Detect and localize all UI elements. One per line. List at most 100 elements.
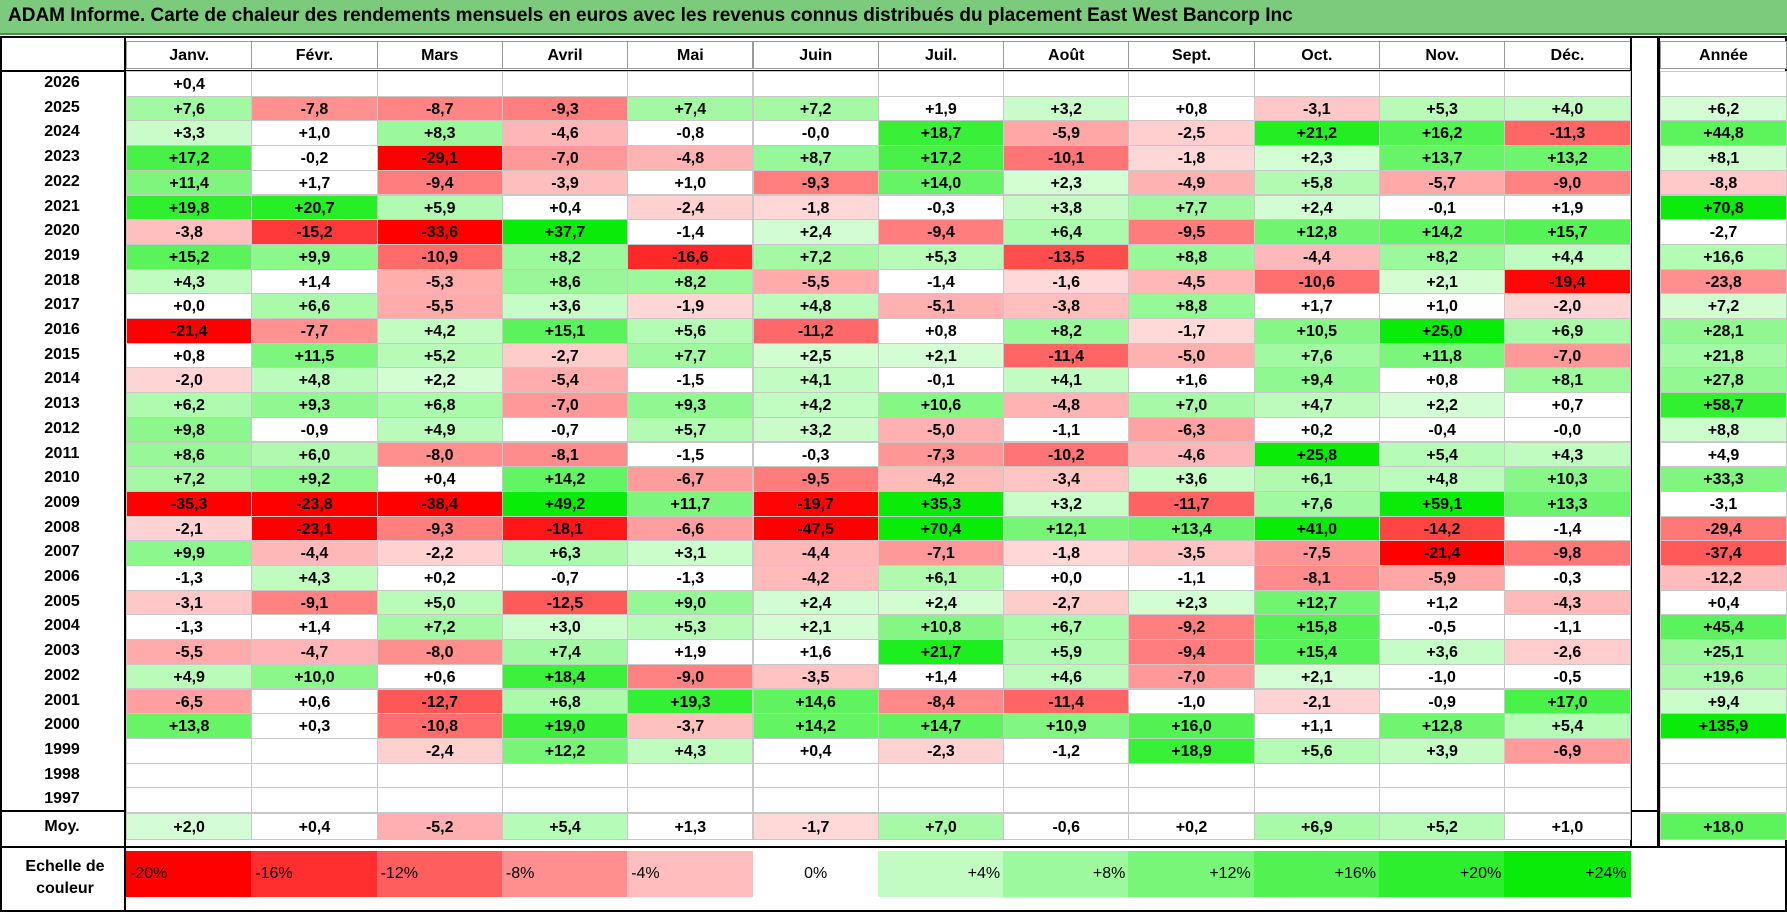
heatmap-cell-2002-2: +10,0: [251, 663, 378, 690]
average-cell-7: +7,0: [877, 813, 1005, 840]
heatmap-cell-2001-10: -2,1: [1253, 688, 1380, 715]
frame-line-annual-left: [1657, 36, 1660, 848]
heatmap-cell-2021-3: +5,9: [376, 194, 503, 221]
heatmap-cell-2009-7: +35,3: [877, 490, 1005, 517]
heatmap-cell-2017-11: +1,0: [1379, 293, 1506, 319]
annual-cell-2025: +6,2: [1660, 95, 1787, 122]
heatmap-cell-2021-11: -0,1: [1379, 194, 1506, 221]
heatmap-cell-2024-5: -0,8: [627, 120, 754, 147]
heatmap-cell-2005-10: +12,7: [1253, 589, 1380, 616]
year-label-2022: 2022: [44, 172, 80, 190]
average-cell-5: +1,3: [627, 813, 754, 840]
heatmap-cell-2005-7: +2,4: [877, 589, 1005, 616]
annual-cell-2014: +27,8: [1660, 367, 1787, 394]
heatmap-cell-1998-3: [376, 762, 503, 789]
year-label-1998: 1998: [44, 765, 80, 783]
heatmap-cell-2014-10: +9,4: [1253, 367, 1380, 394]
heatmap-cell-2004-10: +15,8: [1253, 614, 1380, 641]
heatmap-cell-2016-5: +5,6: [627, 318, 754, 344]
heatmap-cell-2023-7: +17,2: [877, 145, 1005, 171]
average-cell-8: -0,6: [1003, 813, 1130, 840]
annual-cell-1998: [1660, 762, 1787, 789]
heatmap-cell-2003-6: +1,6: [752, 639, 879, 665]
average-cell-3: -5,2: [376, 813, 503, 840]
heatmap-cell-2024-8: -5,9: [1003, 120, 1130, 147]
heatmap-cell-2007-10: -7,5: [1253, 540, 1380, 566]
annual-cell-2018: -23,8: [1660, 268, 1787, 295]
average-cell-2: +0,4: [251, 813, 378, 840]
heatmap-cell-2004-5: +5,3: [627, 614, 754, 641]
heatmap-cell-2004-3: +7,2: [376, 614, 503, 641]
heatmap-cell-2013-1: +6,2: [126, 392, 253, 418]
heatmap-cell-2003-3: -8,0: [376, 639, 503, 665]
year-label-2012: 2012: [44, 419, 80, 437]
heatmap-cell-2003-11: +3,6: [1379, 639, 1506, 665]
heatmap-cell-2021-6: -1,8: [752, 194, 879, 221]
heatmap-cell-2008-11: -14,2: [1379, 515, 1506, 542]
year-label-2023: 2023: [44, 148, 80, 166]
heatmap-cell-2000-8: +10,9: [1003, 713, 1130, 739]
heatmap-cell-2010-10: +6,1: [1253, 466, 1380, 492]
heatmap-cell-2021-1: +19,8: [126, 194, 253, 221]
heatmap-cell-2022-8: +2,3: [1003, 169, 1130, 196]
heatmap-cell-2023-6: +8,7: [752, 145, 879, 171]
heatmap-cell-2006-7: +6,1: [877, 565, 1005, 591]
heatmap-cell-2007-12: -9,8: [1504, 540, 1631, 566]
heatmap-cell-2026-6: [752, 71, 879, 97]
heatmap-cell-1999-7: -2,3: [877, 737, 1005, 764]
heatmap-cell-2000-7: +14,7: [877, 713, 1005, 739]
heatmap-cell-2005-8: -2,7: [1003, 589, 1130, 616]
heatmap-cell-2002-5: -9,0: [627, 663, 754, 690]
year-label-2019: 2019: [44, 246, 80, 264]
annual-cell-2022: -8,8: [1660, 169, 1787, 196]
heatmap-cell-2023-2: -0,2: [251, 145, 378, 171]
heatmap-cell-2026-3: [376, 71, 503, 97]
heatmap-cell-2024-4: -4,6: [501, 120, 629, 147]
heatmap-cell-2010-7: -4,2: [877, 466, 1005, 492]
annual-cell-1999: [1660, 737, 1787, 764]
heatmap-cell-2026-8: [1003, 71, 1130, 97]
heatmap-cell-2014-12: +8,1: [1504, 367, 1631, 394]
year-label-2009: 2009: [44, 493, 80, 511]
heatmap-cell-2009-1: -35,3: [126, 490, 253, 517]
heatmap-cell-2010-2: +9,2: [251, 466, 378, 492]
heatmap-cell-2012-7: -5,0: [877, 416, 1005, 443]
heatmap-cell-2018-11: +2,1: [1379, 268, 1506, 295]
heatmap-cell-2006-11: -5,9: [1379, 565, 1506, 591]
heatmap-cell-2024-3: +8,3: [376, 120, 503, 147]
heatmap-cell-2000-12: +5,4: [1504, 713, 1631, 739]
heatmap-cell-2000-2: +0,3: [251, 713, 378, 739]
heatmap-cell-2021-10: +2,4: [1253, 194, 1380, 221]
column-header-annual: Année: [1660, 41, 1787, 69]
heatmap-cell-2020-12: +15,7: [1504, 219, 1631, 245]
heatmap-cell-2023-1: +17,2: [126, 145, 253, 171]
heatmap-cell-2017-3: -5,5: [376, 293, 503, 319]
scale-swatch-3: -12%: [376, 851, 503, 897]
heatmap-cell-2024-9: -2,5: [1128, 120, 1255, 147]
heatmap-cell-1998-11: [1379, 762, 1506, 789]
heatmap-cell-2021-9: +7,7: [1128, 194, 1255, 221]
heatmap-cell-2019-12: +4,4: [1504, 243, 1631, 270]
heatmap-cell-2019-6: +7,2: [752, 243, 879, 270]
heatmap-cell-2022-3: -9,4: [376, 169, 503, 196]
heatmap-cell-2000-1: +13,8: [126, 713, 253, 739]
heatmap-cell-2005-12: -4,3: [1504, 589, 1631, 616]
annual-cell-2003: +25,1: [1660, 639, 1787, 665]
heatmap-cell-2022-5: +1,0: [627, 169, 754, 196]
heatmap-cell-2018-5: +8,2: [627, 268, 754, 295]
heatmap-cell-2014-2: +4,8: [251, 367, 378, 394]
heatmap-cell-2019-3: -10,9: [376, 243, 503, 270]
heatmap-cell-2021-2: +20,7: [251, 194, 378, 221]
heatmap-cell-2015-2: +11,5: [251, 342, 378, 369]
heatmap-cell-2011-11: +5,4: [1379, 441, 1506, 468]
heatmap-cell-2021-8: +3,8: [1003, 194, 1130, 221]
scale-swatch-8: +8%: [1003, 851, 1130, 897]
scale-label-line-1: Echelle de: [25, 858, 105, 875]
heatmap-cell-2024-1: +3,3: [126, 120, 253, 147]
heatmap-cell-1998-9: [1128, 762, 1255, 789]
heatmap-cell-2008-3: -9,3: [376, 515, 503, 542]
heatmap-cell-2013-4: -7,0: [501, 392, 629, 418]
heatmap-cell-2004-9: -9,2: [1128, 614, 1255, 641]
heatmap-cell-2010-9: +3,6: [1128, 466, 1255, 492]
column-header-5: Mai: [627, 41, 754, 69]
